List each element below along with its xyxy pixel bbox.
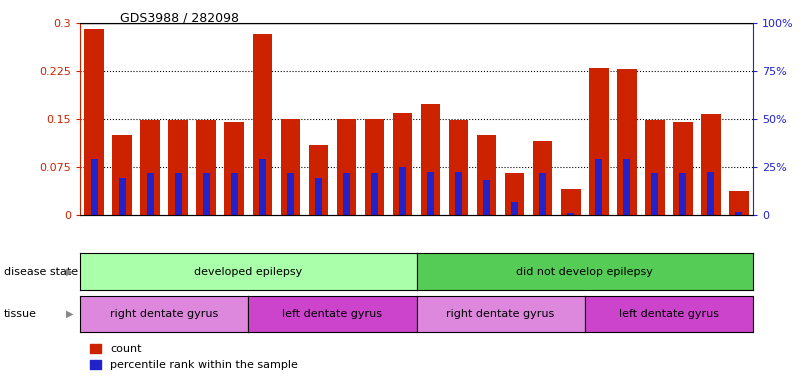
Text: left dentate gyrus: left dentate gyrus (283, 309, 382, 319)
Bar (707, 172, 714, 215)
Bar (455, 172, 462, 215)
Bar (511, 202, 518, 215)
Text: ▶: ▶ (66, 266, 73, 277)
Text: disease state: disease state (4, 266, 78, 277)
Bar (119, 178, 126, 215)
Text: did not develop epilepsy: did not develop epilepsy (517, 266, 653, 277)
Bar (168, 120, 188, 215)
Bar (505, 174, 525, 215)
Bar (449, 120, 469, 215)
Text: right dentate gyrus: right dentate gyrus (446, 309, 555, 319)
Bar (224, 122, 244, 215)
Text: GDS3988 / 282098: GDS3988 / 282098 (120, 12, 239, 25)
Bar (533, 141, 553, 215)
Bar (673, 122, 693, 215)
Bar (595, 159, 602, 215)
Bar (231, 174, 238, 215)
Bar (623, 159, 630, 215)
Bar (147, 174, 154, 215)
Bar (259, 159, 266, 215)
Text: developed epilepsy: developed epilepsy (194, 266, 303, 277)
Bar (91, 159, 98, 215)
Text: tissue: tissue (4, 309, 37, 319)
Bar (567, 213, 574, 215)
Bar (84, 30, 104, 215)
Bar (140, 120, 160, 215)
Bar (175, 174, 182, 215)
Text: right dentate gyrus: right dentate gyrus (110, 309, 219, 319)
Bar (203, 174, 210, 215)
Bar (315, 178, 322, 215)
Bar (308, 145, 328, 215)
Bar (539, 174, 546, 215)
Bar (371, 174, 378, 215)
Bar (561, 189, 581, 215)
Bar (679, 174, 686, 215)
Bar (729, 191, 749, 215)
Bar (701, 114, 721, 215)
Bar (252, 34, 272, 215)
Bar (421, 104, 441, 215)
Bar (280, 119, 300, 215)
Bar (651, 174, 658, 215)
Bar (343, 174, 350, 215)
Bar (645, 120, 665, 215)
Bar (196, 120, 216, 215)
Bar (112, 135, 132, 215)
Bar (399, 167, 406, 215)
Bar (392, 113, 413, 215)
Bar (364, 119, 384, 215)
Bar (483, 180, 490, 215)
Legend: count, percentile rank within the sample: count, percentile rank within the sample (86, 340, 303, 375)
Bar (287, 174, 294, 215)
Bar (336, 119, 356, 215)
Bar (617, 69, 637, 215)
Text: left dentate gyrus: left dentate gyrus (619, 309, 718, 319)
Text: ▶: ▶ (66, 309, 73, 319)
Bar (735, 212, 743, 215)
Bar (427, 172, 434, 215)
Bar (589, 68, 609, 215)
Bar (477, 135, 497, 215)
